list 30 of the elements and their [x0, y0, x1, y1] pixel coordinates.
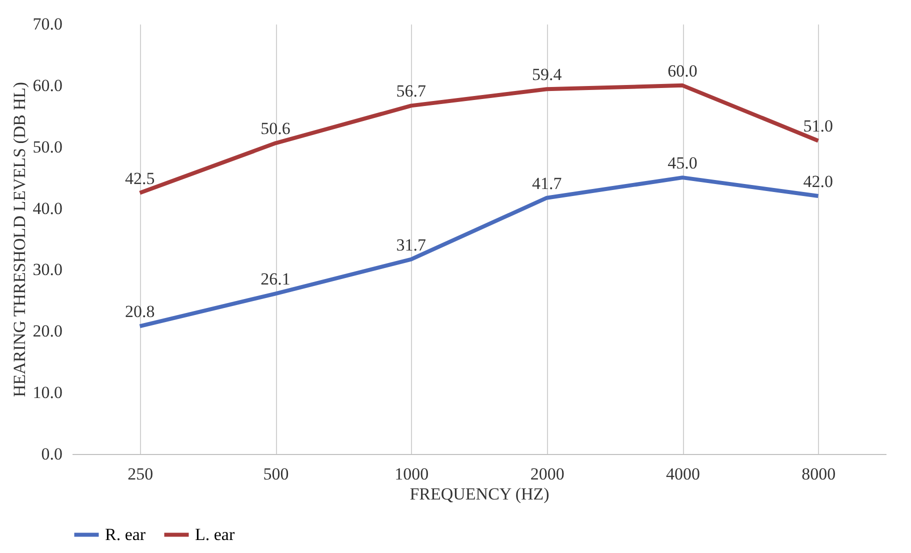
data-label: 45.0	[668, 154, 698, 173]
legend-label: L. ear	[195, 524, 235, 544]
x-tick-label: 250	[128, 464, 154, 484]
y-tick-label: 60.0	[32, 76, 62, 95]
data-label: 60.0	[668, 61, 698, 80]
y-tick-label: 20.0	[32, 322, 62, 341]
data-label: 51.0	[803, 116, 834, 136]
y-tick-label: 0.0	[41, 444, 62, 464]
x-tick-label: 1000	[394, 464, 429, 484]
y-axis-title: HEARING THRESHOLD LEVELS (DB HL)	[10, 82, 29, 398]
y-tick-label: 40.0	[32, 198, 62, 218]
y-tick-label: 30.0	[32, 260, 62, 280]
x-tick-label: 4000	[666, 464, 700, 484]
y-tick-label: 10.0	[32, 383, 62, 402]
data-label: 56.7	[396, 82, 427, 101]
x-tick-label: 2000	[530, 464, 564, 484]
data-label: 31.7	[396, 235, 427, 254]
x-tick-label: 8000	[802, 464, 836, 484]
data-label: 59.4	[532, 65, 562, 84]
data-label: 50.6	[260, 119, 290, 138]
data-label: 26.1	[260, 270, 290, 289]
x-tick-label: 500	[263, 464, 289, 484]
data-label: 42.5	[124, 168, 155, 188]
x-axis-title: FREQUENCY (HZ)	[410, 484, 550, 504]
y-tick-label: 50.0	[32, 137, 62, 156]
y-tick-label: 70.0	[32, 14, 62, 34]
legend-label: R. ear	[105, 524, 146, 544]
data-label: 20.8	[124, 302, 155, 322]
data-label: 42.0	[803, 172, 834, 191]
data-label: 41.7	[532, 174, 562, 193]
